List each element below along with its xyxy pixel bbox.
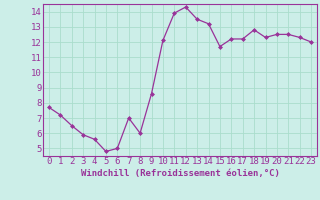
- X-axis label: Windchill (Refroidissement éolien,°C): Windchill (Refroidissement éolien,°C): [81, 169, 279, 178]
